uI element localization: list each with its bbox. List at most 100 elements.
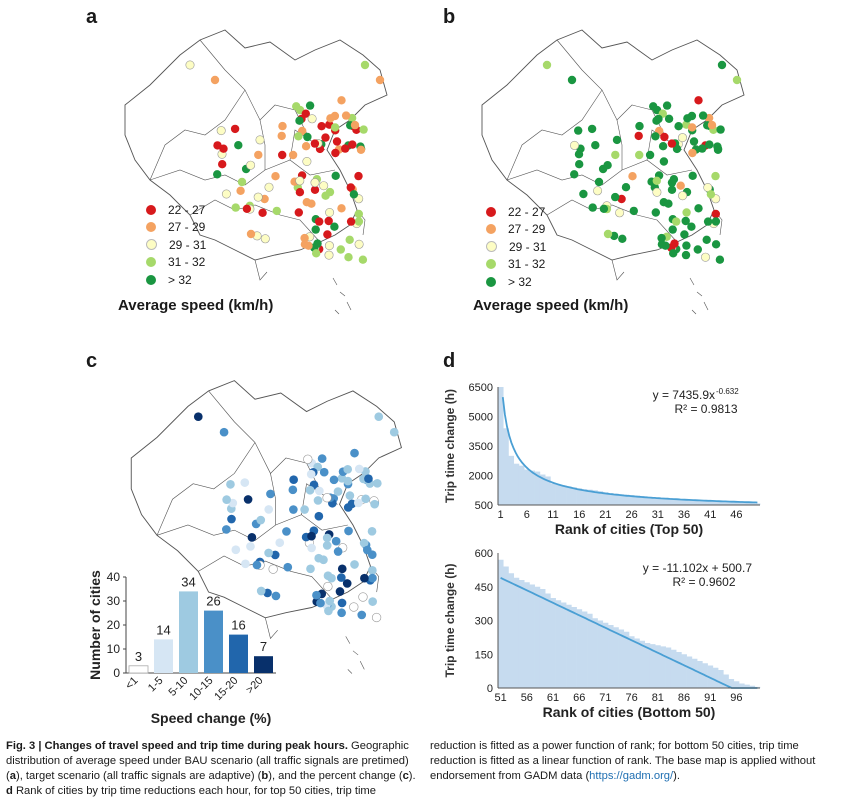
map-a-city-81	[317, 122, 326, 131]
map-c-city-55	[327, 573, 336, 583]
map-c-city-54	[266, 489, 275, 499]
chart-d-top-content-bar-35	[676, 499, 682, 505]
chart-c-bar-6	[254, 656, 273, 673]
chart-d-bottom-content-bar-8	[534, 586, 541, 688]
chart-d-bottom-content-bar-6	[524, 582, 530, 688]
caption-left-text-3: ), and the percent change (	[268, 770, 403, 782]
map-b-city-61	[591, 141, 600, 150]
legend-a-swatch-3	[146, 239, 157, 251]
caption-ref-a: a	[9, 770, 16, 782]
chart-d-top-content-bar-30	[649, 497, 656, 505]
chart-d-bottom-content-bar-2	[503, 566, 509, 688]
chart-d-top-content-bar-45	[728, 502, 735, 505]
map-a-city-31	[216, 126, 226, 136]
map-a-city-19	[278, 150, 287, 160]
map-a-city-14	[359, 125, 368, 134]
map-b-city-96	[707, 120, 717, 130]
gadm-link[interactable]: https://gadm.org/	[589, 770, 674, 782]
map-a-city-101	[242, 204, 252, 213]
chart-d-bottom-content-bar-18	[587, 613, 593, 688]
chart-d-top-content-bar-20	[597, 491, 604, 505]
map-b	[481, 29, 745, 315]
map-c-city-21	[357, 610, 367, 620]
map-a-city-75	[254, 150, 263, 160]
map-a-city-10	[258, 208, 267, 217]
chart-d-bottom-content-bar-39	[697, 661, 703, 688]
map-a-city-113	[260, 234, 270, 244]
map-c-city-2	[283, 562, 293, 572]
map-b-city-75	[611, 150, 620, 160]
chart-d-top-content-bar-17	[581, 489, 588, 505]
map-a-city-3	[294, 208, 303, 217]
map-c-city-96	[364, 474, 373, 484]
map-b-city-99	[660, 132, 669, 142]
map-a-outline-path-5	[149, 89, 246, 181]
map-b-city-81	[674, 122, 683, 131]
map-c-city-37	[349, 602, 359, 612]
map-b-city-64	[588, 203, 597, 212]
chart-d-top-content-bar-46	[733, 502, 740, 505]
map-a-city-21	[344, 253, 353, 262]
chart-d-top-content-bar-18	[587, 489, 593, 505]
chart-d-top-content-xtick-label-8: 36	[678, 509, 690, 521]
chart-d-bottom-content-xlabel: Rank of cities (Bottom 50)	[543, 704, 716, 720]
chart-d-top-content-bar-10	[545, 476, 551, 505]
map-c-city-78	[222, 495, 231, 504]
chart-d-bottom-content-bar-28	[639, 640, 646, 688]
map-b-city-67	[611, 192, 620, 202]
chart-d-top-content-bar-49	[749, 503, 756, 505]
chart-d-top-content-ytick-label-2: 2000	[469, 471, 493, 483]
chart-d-top-content-fit-r2: R² = 0.9813	[674, 402, 737, 416]
map-a-city-71	[354, 209, 363, 219]
map-c-outline-path-4	[198, 555, 333, 600]
map-c-city-123	[389, 427, 399, 437]
map-c-outline-path-12	[359, 660, 365, 670]
map-a-outline-path-3	[149, 159, 336, 186]
map-b-city-112	[715, 255, 725, 264]
chart-d-top-content-bar-9	[539, 474, 546, 505]
chart-c-ytick-label-5: 40	[107, 570, 121, 584]
map-b-city-10	[615, 208, 625, 218]
legend-b-label-2: 27 - 29	[508, 222, 546, 237]
map-c-city-103	[354, 464, 364, 474]
chart-d-bottom: 0 150 300 450 600 51 56 61 66 71 76 81 86 91 96 Rank of…	[443, 548, 761, 720]
map-b-city-41	[617, 194, 626, 204]
chart-d-top-content-bar-39	[697, 500, 703, 505]
chart-d-bottom-content-ytick-label-3: 300	[475, 616, 493, 628]
map-b-city-111	[652, 116, 661, 125]
chart-d-top-content-bar-31	[655, 497, 661, 505]
map-b-city-122	[567, 75, 577, 85]
map-b-city-35	[667, 185, 677, 194]
chart-d-top-content-bar-3	[508, 455, 515, 505]
map-b-city-103	[698, 111, 708, 120]
chart-c: 0102030403<1141-5345-102610-151615-207>2…	[87, 570, 276, 726]
map-a-outline-path-12	[346, 301, 352, 311]
map-b-city-83	[711, 217, 721, 226]
chart-d-top-content-ylabel: Trip time change (h)	[443, 389, 457, 503]
map-c-city-3	[306, 564, 315, 574]
map-b-city-102	[669, 249, 678, 258]
chart-d-bottom-content-bar-29	[644, 643, 651, 688]
chart-d-top-content-fit-line	[501, 396, 758, 504]
chart-d-bottom-content-bar-31	[655, 645, 661, 688]
chart-d-top-content-bar-28	[639, 496, 646, 505]
chart-d-top-content-fit-exponent: -0.632	[716, 387, 739, 396]
map-a-city-86	[324, 250, 334, 260]
map-c	[130, 380, 402, 674]
map-c-city-109	[256, 586, 266, 596]
map-c-city-68	[319, 555, 328, 565]
chart-d-top-content-bar-4	[513, 463, 520, 505]
map-c-city-31	[226, 480, 235, 489]
map-b-city-82	[634, 131, 643, 141]
map-c-city-11	[367, 526, 377, 536]
map-b-city-60	[678, 191, 688, 201]
chart-d-bottom-content-bar-24	[618, 629, 625, 688]
map-c-city-50	[246, 542, 255, 551]
map-a-city-112	[358, 255, 368, 264]
chart-c-category-label-4: 10-15	[187, 675, 215, 703]
map-b-outline-path-10	[689, 277, 695, 286]
chart-d-top-content-bar-25	[623, 494, 630, 505]
chart-d-bottom-content-bar-50	[754, 686, 761, 689]
map-b-dots	[542, 60, 742, 264]
map-a-city-102	[312, 249, 321, 258]
